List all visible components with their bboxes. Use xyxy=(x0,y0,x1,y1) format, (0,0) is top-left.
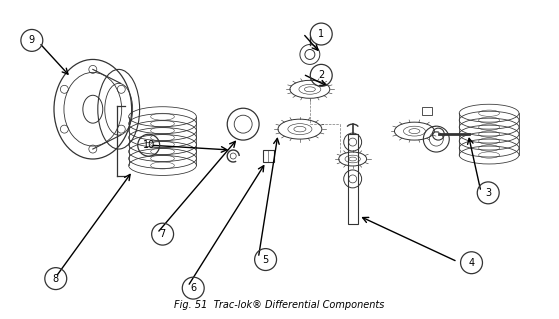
Text: 4: 4 xyxy=(468,258,475,268)
Text: 10: 10 xyxy=(143,140,155,150)
Bar xyxy=(263,150,274,162)
Text: 3: 3 xyxy=(485,188,491,198)
Text: 2: 2 xyxy=(318,70,324,80)
Text: 9: 9 xyxy=(29,35,35,45)
Text: 1: 1 xyxy=(318,29,324,39)
Text: 7: 7 xyxy=(159,229,166,239)
Text: 5: 5 xyxy=(263,255,269,264)
Text: 8: 8 xyxy=(53,274,59,284)
Bar xyxy=(423,107,432,115)
Text: 6: 6 xyxy=(190,283,196,293)
Text: Fig. 51  Trac-lok® Differential Components: Fig. 51 Trac-lok® Differential Component… xyxy=(174,300,385,310)
Bar xyxy=(348,134,358,224)
